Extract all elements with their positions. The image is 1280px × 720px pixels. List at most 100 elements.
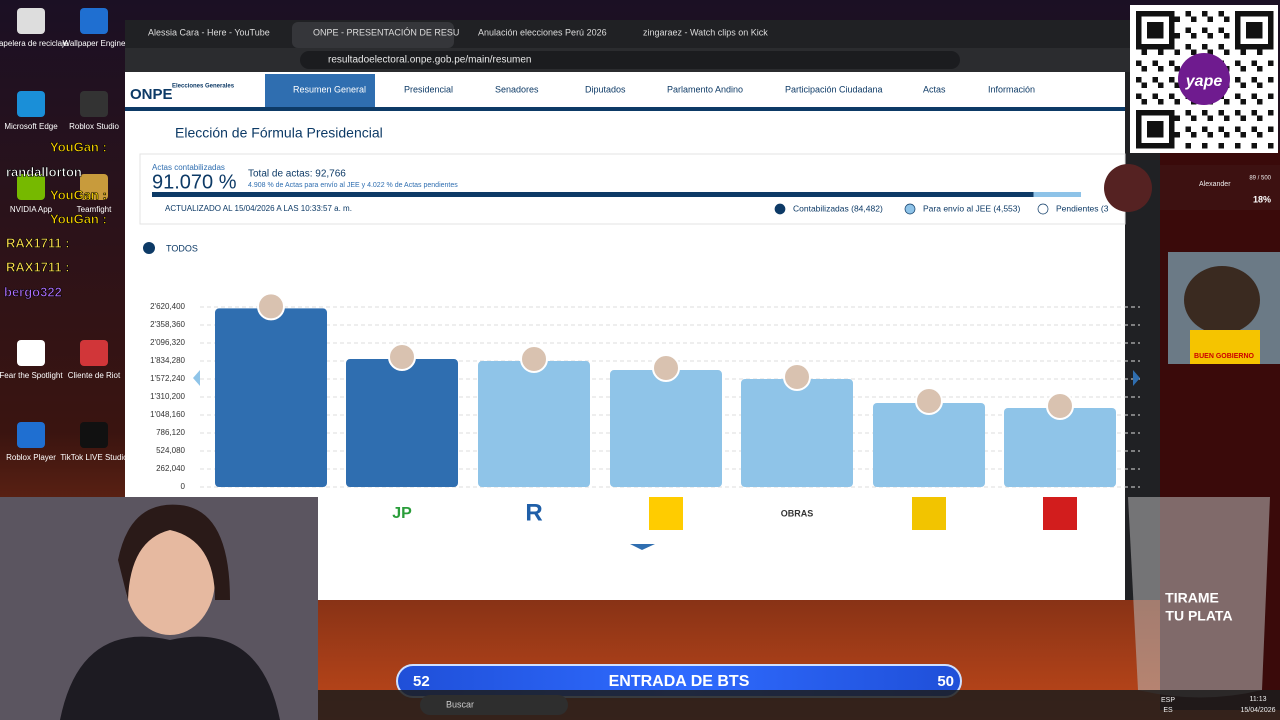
candidate-photo [652,354,680,383]
nav-item[interactable]: Actas [923,84,946,94]
nav-item[interactable]: Senadores [495,84,539,94]
nav-item[interactable]: Diputados [585,84,626,94]
qr-module [1251,27,1257,33]
qr-module [1207,132,1213,138]
desktop-icon[interactable] [17,8,45,34]
qr-module [1268,11,1274,17]
nav-item[interactable]: Participación Ciudadana [785,84,883,94]
desktop-icon[interactable] [80,91,108,117]
qr-module [1158,49,1164,55]
webcam-face [125,525,215,635]
qr-module [1152,44,1158,50]
desktop-icon-label: Cliente de Riot [68,371,121,380]
qr-module [1136,33,1142,39]
tab[interactable]: Alessia Cara - Here - YouTube [148,27,270,37]
qr-module [1235,110,1241,116]
qr-module [1152,143,1158,149]
desktop-icon-label: Fear the Spotlight [0,371,63,380]
desktop-icon[interactable] [17,422,45,448]
qr-module [1158,132,1164,138]
tab[interactable]: ONPE - PRESENTACIÓN DE RESU [313,27,459,37]
y-tick-label: 524,080 [156,446,185,455]
desktop-icon[interactable] [17,91,45,117]
qr-module [1251,44,1257,50]
bar[interactable] [346,359,458,487]
bar[interactable] [1004,408,1116,487]
bar[interactable] [610,370,722,487]
qr-module [1169,132,1175,138]
address-box[interactable] [300,51,960,69]
qr-module [1141,49,1147,55]
chat-name: YouGan : [50,211,107,226]
tab[interactable]: zingaraez - Watch clips on Kick [643,27,768,37]
qr-module [1224,16,1230,22]
desktop-icon[interactable] [17,340,45,366]
nav-item[interactable]: Información [988,84,1035,94]
logo-sub: Elecciones Generales [172,84,235,90]
nav-item[interactable]: Presidencial [404,84,453,94]
tab[interactable]: Anulación elecciones Perú 2026 [478,27,607,37]
y-tick-label: 1'048,160 [150,410,185,419]
logo: ONPE [130,86,173,103]
qr-module [1251,11,1257,17]
candidate-photo [520,345,548,374]
qr-module [1202,126,1208,132]
qr-module [1152,121,1158,127]
qr-module [1235,16,1241,22]
qr-module [1141,11,1147,17]
heading: Elección de Fórmula Presidencial [175,125,383,141]
qr-module [1136,16,1142,22]
qr-module [1235,38,1241,44]
bar[interactable] [215,308,327,487]
y-tick-label: 0 [181,482,186,491]
chat-name: YouGan : [50,139,107,154]
filter[interactable]: TODOS [166,243,198,253]
clock-time: 11:13 [1250,696,1267,703]
desktop-icon[interactable] [17,174,45,200]
nav-item[interactable]: Resumen General [293,84,366,94]
qr-module [1169,110,1175,116]
qr-module [1257,27,1263,33]
desktop-icon[interactable] [80,340,108,366]
total-actas: Total de actas: 92,766 [248,169,346,180]
qr-module [1235,77,1241,83]
qr-module [1163,11,1169,17]
nav-item[interactable]: Parlamento Andino [667,84,743,94]
qr-module [1185,27,1191,33]
goal-count: 89 / 500 [1249,176,1271,182]
qr-module [1152,132,1158,138]
bar[interactable] [741,379,853,487]
qr-module [1158,66,1164,72]
qr-module [1152,11,1158,17]
qr-module [1136,60,1142,66]
progress-segment [1033,192,1082,197]
y-tick-label: 2'620,400 [150,302,185,311]
bar[interactable] [478,361,590,487]
qr-module [1147,126,1153,132]
qr-module [1169,33,1175,39]
qr-module [1235,143,1241,149]
desktop-icon[interactable] [80,8,108,34]
qr-module [1185,110,1191,116]
legend-label: Para envío al JEE (4,553) [923,203,1021,213]
qr-module [1147,132,1153,138]
search-box[interactable] [420,695,568,715]
desktop-icon[interactable] [80,422,108,448]
legend-label: Contabilizadas (84,482) [793,203,883,213]
lang2: ES [1163,707,1173,714]
qr-module [1257,99,1263,105]
qr-module [1169,44,1175,50]
qr-module [1169,16,1175,22]
desktop-icon[interactable] [80,174,108,200]
qr-module [1235,27,1241,33]
qr-module [1202,27,1208,33]
bar[interactable] [873,402,985,487]
qr-module [1257,11,1263,17]
qr-module [1218,44,1224,50]
qr-module [1218,27,1224,33]
qr-module [1268,93,1274,99]
qr-module [1240,115,1246,121]
qr-module [1141,143,1147,149]
qr-module [1152,33,1158,39]
qr-module [1158,27,1164,33]
